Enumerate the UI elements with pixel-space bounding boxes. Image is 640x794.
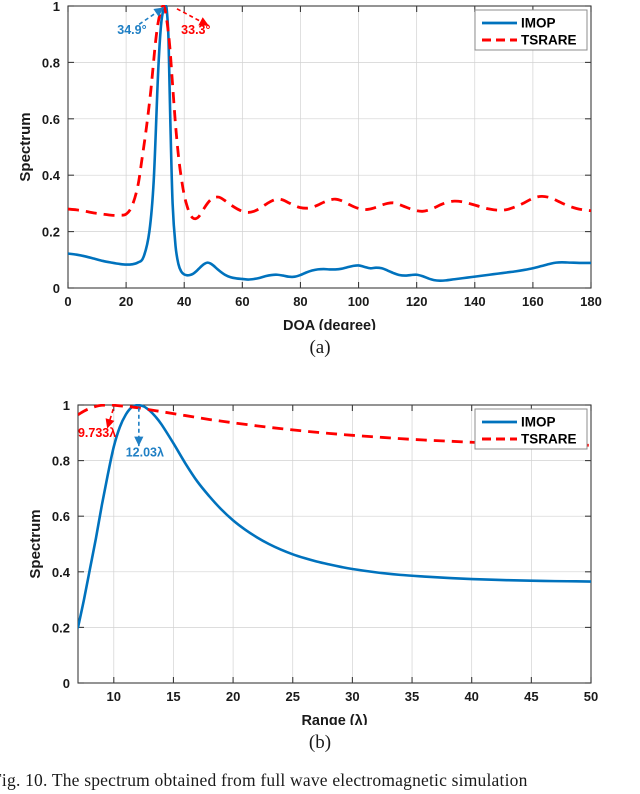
y-tick-label: 0.2 bbox=[42, 225, 60, 240]
y-tick-label: 1 bbox=[53, 0, 60, 14]
y-tick-label: 0 bbox=[63, 676, 70, 691]
x-tick-label: 25 bbox=[286, 689, 300, 704]
annotation: 33.3° bbox=[176, 8, 211, 37]
y-axis-title: Spectrum bbox=[27, 509, 44, 578]
x-tick-label: 10 bbox=[107, 689, 121, 704]
x-tick-label: 60 bbox=[235, 294, 249, 309]
axis-ticks: 10 15 20 25 30 35 40 45 50 0 0.2 0.4 0.6 0.8 1 bbox=[52, 398, 598, 704]
annotation-label: 33.3° bbox=[181, 23, 210, 37]
x-tick-label: 40 bbox=[464, 689, 478, 704]
axes-frame bbox=[67, 5, 592, 289]
annotation-label: 12.03λ bbox=[126, 445, 164, 459]
subplot-a-label: (a) bbox=[309, 337, 331, 358]
legend-label: TSRARE bbox=[521, 33, 577, 48]
y-tick-label: 0 bbox=[53, 281, 60, 296]
panel-b-plot: 10 15 20 25 30 35 40 45 50 0 0.2 0.4 0.6 0.8 1 Range (λ… bbox=[27, 398, 598, 725]
x-tick-label: 45 bbox=[524, 689, 538, 704]
y-tick-label: 0.6 bbox=[52, 509, 70, 524]
y-tick-label: 0.6 bbox=[42, 112, 60, 127]
x-tick-label: 160 bbox=[522, 294, 544, 309]
y-tick-label: 0.8 bbox=[52, 454, 70, 469]
x-tick-label: 100 bbox=[348, 294, 370, 309]
x-tick-label: 20 bbox=[226, 689, 240, 704]
subplot-b: 10 15 20 25 30 35 40 45 50 0 0.2 0.4 0.6 0.8 1 Range (λ… bbox=[0, 395, 640, 725]
panel-a-plot: 0 20 40 60 80 100 120 140 160 180 0 0.2 0.4 0.6 0.8 1 DO… bbox=[17, 0, 602, 330]
axes-frame bbox=[77, 404, 592, 684]
series-imop bbox=[78, 404, 591, 629]
legend-label: TSRARE bbox=[521, 432, 577, 447]
x-tick-label: 180 bbox=[580, 294, 602, 309]
y-tick-label: 1 bbox=[63, 398, 70, 413]
x-axis-title: DOA (degree) bbox=[283, 318, 376, 330]
annotation-label: 34.9° bbox=[117, 23, 146, 37]
x-tick-label: 120 bbox=[406, 294, 428, 309]
y-tick-label: 0.2 bbox=[52, 620, 70, 635]
y-tick-label: 0.4 bbox=[42, 168, 61, 183]
annotation: 12.03λ bbox=[126, 407, 164, 459]
x-tick-label: 0 bbox=[64, 294, 71, 309]
subplot-a: 0 20 40 60 80 100 120 140 160 180 0 0.2 0.4 0.6 0.8 1 DO… bbox=[0, 0, 640, 330]
x-tick-label: 80 bbox=[293, 294, 307, 309]
figure-caption: Fig. 10. The spectrum obtained from full… bbox=[0, 770, 528, 790]
y-axis-title: Spectrum bbox=[17, 112, 34, 181]
x-tick-label: 35 bbox=[405, 689, 419, 704]
legend: IMOP TSRARE bbox=[474, 408, 588, 450]
x-tick-label: 50 bbox=[584, 689, 598, 704]
x-tick-label: 140 bbox=[464, 294, 486, 309]
annotation-label: 9.733λ bbox=[78, 426, 116, 440]
axis-ticks: 0 20 40 60 80 100 120 140 160 180 0 0.2 0.4 0.6 0.8 1 bbox=[42, 0, 602, 309]
annotation: 9.733λ bbox=[78, 408, 116, 440]
legend-label: IMOP bbox=[521, 415, 556, 430]
series-tsrare bbox=[78, 404, 591, 447]
legend-label: IMOP bbox=[521, 16, 556, 31]
y-tick-label: 0.4 bbox=[52, 565, 71, 580]
series-tsrare bbox=[68, 5, 591, 221]
x-tick-label: 40 bbox=[177, 294, 191, 309]
y-tick-label: 0.8 bbox=[42, 55, 60, 70]
x-tick-label: 15 bbox=[166, 689, 180, 704]
legend: IMOP TSRARE bbox=[474, 9, 588, 51]
subplot-b-label: (b) bbox=[308, 732, 332, 753]
x-tick-label: 20 bbox=[119, 294, 133, 309]
annotation: 34.9° bbox=[117, 6, 165, 37]
x-axis-title: Range (λ) bbox=[301, 713, 367, 725]
gridlines bbox=[78, 405, 591, 683]
x-tick-label: 30 bbox=[345, 689, 359, 704]
